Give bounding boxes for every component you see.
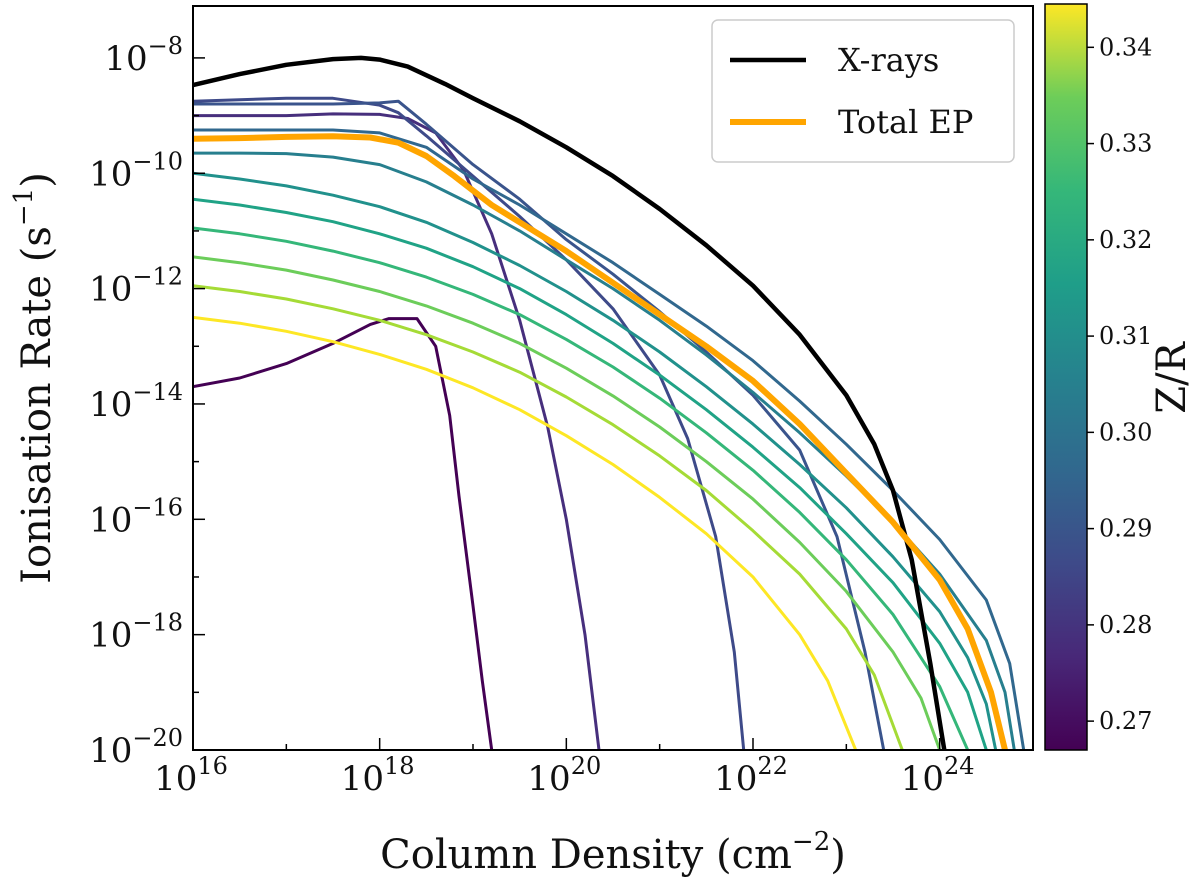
y-axis: 10−8 10−10 10−12 10−14 10−16 10−18 10−20 bbox=[89, 32, 205, 771]
legend-box bbox=[711, 19, 1015, 163]
y-axis-label: Ionisation Rate (s−1) bbox=[9, 172, 60, 584]
series-line-z-r-0-3125 bbox=[193, 197, 988, 750]
colorbar-tick-label: 0.34 bbox=[1099, 33, 1152, 61]
x-axis-label: Column Density (cm−2) bbox=[380, 827, 846, 878]
x-tick-label: 1016 bbox=[154, 752, 228, 799]
y-tick-label: 10−20 bbox=[89, 724, 183, 771]
y-tick-label: 10−16 bbox=[89, 493, 183, 540]
colorbar-tick-label: 0.27 bbox=[1099, 707, 1152, 735]
colorbar: 0.27 0.28 0.29 0.30 0.31 0.32 0.33 0.34 Z/R bbox=[1044, 3, 1195, 751]
colorbar-tick-label: 0.33 bbox=[1099, 130, 1152, 158]
y-tick-label: 10−8 bbox=[104, 32, 183, 79]
x-tick-label: 1022 bbox=[714, 752, 788, 799]
colorbar-tick-label: 0.29 bbox=[1099, 515, 1152, 543]
series-line-z-r-0-2795 bbox=[193, 96, 746, 750]
series-line-x-rays bbox=[193, 55, 947, 750]
y-tick-label: 10−12 bbox=[89, 263, 183, 310]
series-layer bbox=[193, 55, 1026, 750]
y-tick-label: 10−18 bbox=[89, 609, 183, 656]
colorbar-tick-label: 0.30 bbox=[1099, 418, 1152, 446]
series-line-z-r-0-3335 bbox=[193, 284, 904, 750]
colorbar-tick-label: 0.28 bbox=[1099, 611, 1152, 639]
colorbar-label: Z/R bbox=[1149, 340, 1195, 413]
series-line-z-r-0-2985 bbox=[193, 151, 1016, 750]
legend-label-total-ep: Total EP bbox=[838, 103, 973, 141]
colorbar-ticks: 0.27 0.28 0.29 0.30 0.31 0.32 0.33 0.34 bbox=[1087, 33, 1152, 735]
series-line-z-r-0-2905 bbox=[193, 128, 1026, 750]
legend-label-xrays: X-rays bbox=[838, 41, 939, 79]
plot-frame bbox=[192, 5, 1034, 751]
series-line-total-ep bbox=[193, 133, 1008, 750]
series-line-z-r-0-2675 bbox=[193, 317, 494, 750]
colorbar-gradient bbox=[1044, 3, 1088, 751]
y-tick-label: 10−14 bbox=[89, 378, 183, 425]
series-line-z-r-0-3055 bbox=[193, 171, 998, 750]
x-tick-label: 1018 bbox=[341, 752, 415, 799]
x-tick-label: 1024 bbox=[901, 752, 975, 799]
x-axis: 1016 1018 1020 1022 1024 bbox=[154, 738, 1034, 799]
series-line-z-r-0-2835 bbox=[193, 99, 886, 750]
series-line-z-r-0-2735 bbox=[193, 112, 601, 750]
series-line-z-r-0-3435 bbox=[193, 315, 858, 750]
colorbar-tick-label: 0.31 bbox=[1099, 322, 1152, 350]
x-tick-label: 1020 bbox=[527, 752, 601, 799]
series-line-z-r-0-3265 bbox=[193, 255, 942, 750]
series-line-z-r-0-3195 bbox=[193, 226, 970, 750]
legend: X-rays Total EP bbox=[711, 19, 1015, 163]
y-tick-label: 10−10 bbox=[89, 147, 183, 194]
colorbar-tick-label: 0.32 bbox=[1099, 226, 1152, 254]
